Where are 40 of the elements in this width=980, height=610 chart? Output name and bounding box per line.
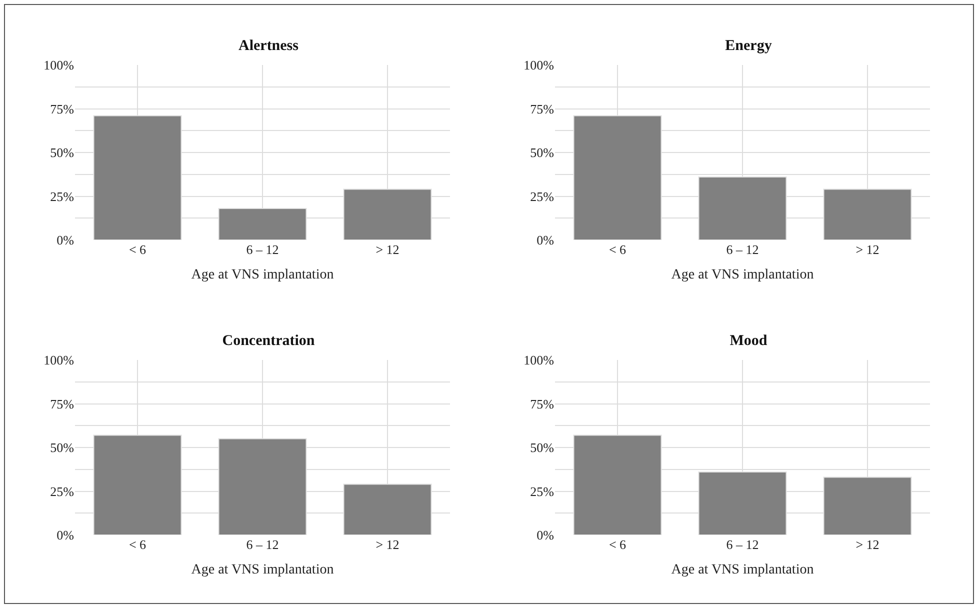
x-tick-label: < 6 bbox=[128, 242, 147, 257]
y-tick-label: 0% bbox=[536, 232, 554, 248]
x-axis-title: Age at VNS implantation bbox=[671, 267, 814, 282]
y-tick-label: 100% bbox=[44, 58, 74, 73]
y-tick-label: 50% bbox=[50, 145, 74, 160]
chart-title: Alertness bbox=[238, 38, 299, 54]
x-tick-label: > 12 bbox=[856, 242, 880, 257]
y-tick-label: 0% bbox=[56, 528, 74, 543]
y-tick-label: 75% bbox=[530, 396, 554, 412]
y-tick-label: 25% bbox=[50, 484, 74, 499]
x-tick-label: 6 – 12 bbox=[246, 242, 279, 257]
y-tick-label: 75% bbox=[530, 101, 554, 116]
x-axis-title: Age at VNS implantation bbox=[671, 562, 814, 578]
y-tick-label: 25% bbox=[50, 188, 74, 204]
x-tick-label: 6 – 12 bbox=[246, 537, 279, 552]
chart-title: Mood bbox=[730, 333, 768, 350]
y-tick-label: 75% bbox=[50, 101, 74, 116]
y-tick-label: 50% bbox=[530, 440, 554, 456]
x-axis-title: Age at VNS implantation bbox=[191, 267, 334, 282]
y-tick-label: 50% bbox=[50, 440, 74, 456]
x-tick-label: < 6 bbox=[608, 242, 627, 257]
y-tick-label: 0% bbox=[536, 528, 554, 543]
x-tick-label: < 6 bbox=[128, 537, 147, 552]
x-tick-label: > 12 bbox=[376, 537, 400, 552]
y-tick-label: 25% bbox=[530, 188, 554, 204]
y-tick-label: 25% bbox=[530, 484, 554, 499]
y-tick-label: 100% bbox=[44, 352, 74, 368]
chart-title: Energy bbox=[725, 38, 772, 54]
x-tick-label: > 12 bbox=[376, 242, 400, 257]
x-tick-label: > 12 bbox=[856, 537, 880, 552]
x-tick-label: 6 – 12 bbox=[726, 537, 759, 552]
chart-title: Concentration bbox=[222, 333, 316, 350]
x-tick-label: 6 – 12 bbox=[726, 242, 759, 257]
y-tick-label: 100% bbox=[524, 58, 554, 73]
y-tick-label: 100% bbox=[524, 352, 554, 368]
y-tick-label: 75% bbox=[50, 396, 74, 412]
y-tick-label: 50% bbox=[530, 145, 554, 160]
x-axis-title: Age at VNS implantation bbox=[191, 562, 334, 578]
x-tick-label: < 6 bbox=[608, 537, 627, 552]
y-tick-label: 0% bbox=[56, 232, 74, 248]
